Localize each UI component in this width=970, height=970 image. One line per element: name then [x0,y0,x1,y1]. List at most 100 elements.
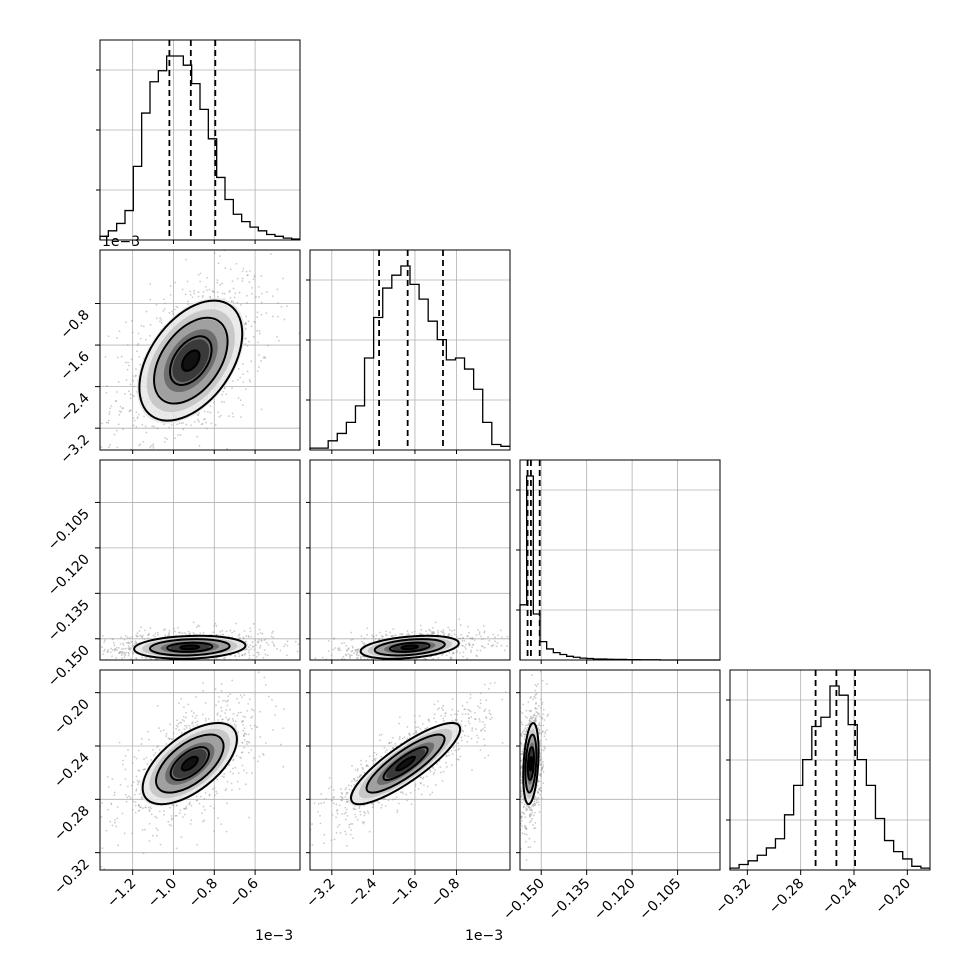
sample-point [109,651,112,654]
sample-point [251,645,254,648]
contour-line [395,755,416,772]
sample-point [520,732,523,735]
sample-point [345,800,348,803]
sample-point [137,342,140,345]
sample-point [217,295,219,298]
contour-line [382,746,429,782]
sample-point [378,734,381,737]
contour-line [359,634,460,660]
sample-point [101,635,104,637]
sample-point [94,788,96,790]
sample-point [448,651,451,654]
sample-point [221,718,224,721]
sample-point [206,276,209,279]
sample-point [136,416,139,418]
sample-point [534,683,537,686]
sample-point [158,748,161,751]
sample-point [250,749,253,751]
sample-point [135,634,138,637]
sample-point [196,724,199,726]
sample-point [233,630,236,633]
sample-point [350,663,352,665]
sample-point [134,804,137,807]
sample-point [257,671,260,674]
sample-point [104,648,106,651]
sample-point [164,436,167,439]
sample-point [225,716,228,719]
sample-point [117,381,120,383]
sample-point [249,644,252,647]
sample-point [93,369,95,371]
sample-point [212,401,215,404]
sample-point [186,303,189,306]
sample-point [150,813,153,816]
sample-point [169,723,172,726]
sample-point [113,794,116,796]
sample-point [125,651,127,654]
sample-point [192,631,195,634]
sample-point [250,661,252,663]
sample-point [250,325,253,328]
sample-point [220,689,223,692]
sample-point [423,666,425,668]
sample-point [109,407,111,410]
sample-point [213,807,215,810]
sample-point [401,737,404,740]
sample-point [231,679,234,682]
sample-point [322,660,324,662]
sample-point [170,824,173,827]
sample-point [108,443,111,446]
sample-point [482,728,484,730]
sample-point [260,359,262,362]
sample-point [338,804,341,807]
sample-point [286,305,288,308]
sample-point [423,657,425,660]
sample-point [388,662,390,664]
sample-point [199,272,202,275]
sample-point [338,823,341,826]
sample-point [195,714,198,717]
sample-point [378,663,380,665]
sample-point [351,638,354,641]
sample-point [426,726,429,729]
sample-point [176,423,179,426]
sample-point [434,769,437,771]
sample-point [382,798,385,800]
sample-point [431,630,433,633]
sample-point [334,647,337,649]
sample-point [499,629,502,632]
sample-point [138,780,141,783]
sample-point [340,642,343,645]
sample-point [238,291,241,294]
sample-point [202,690,205,692]
sample-point [437,656,440,659]
sample-point [457,742,460,745]
sample-point [445,654,448,657]
sample-point [306,832,308,834]
sample-point [185,633,188,636]
sample-point [209,405,212,407]
sample-point [493,681,496,684]
sample-point [311,843,314,846]
sample-point [358,807,361,810]
sample-point [122,644,125,646]
sample-point [152,634,155,637]
sample-point [231,380,234,383]
sample-point [398,716,401,719]
sample-point [163,666,165,668]
sample-point [163,628,166,631]
sample-point [339,661,341,663]
sample-point [210,422,213,425]
panel-frame [729,669,931,871]
sample-point [323,842,326,845]
sample-point [218,696,220,698]
sample-point [390,661,392,663]
sample-point [237,368,240,370]
sample-point [115,391,118,393]
sample-point [389,631,392,634]
sample-point [145,756,148,759]
sample-point [134,640,137,643]
sample-point [216,291,219,294]
sample-point [346,792,349,794]
sample-point [539,752,542,755]
